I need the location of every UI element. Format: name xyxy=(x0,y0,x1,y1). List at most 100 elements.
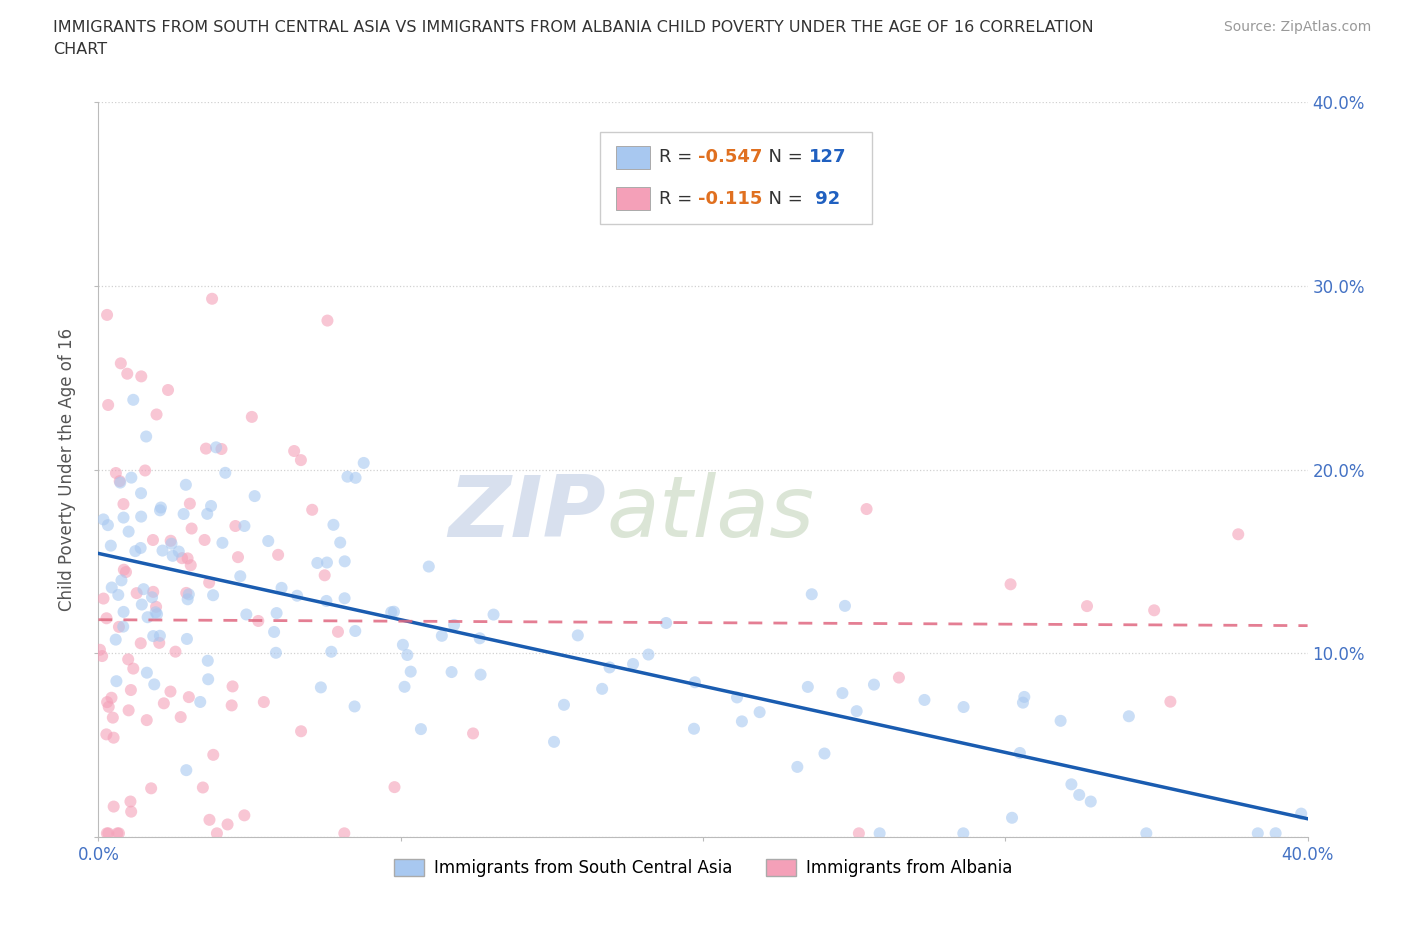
Point xyxy=(129,540,152,555)
Point xyxy=(599,660,621,675)
Point xyxy=(141,781,163,796)
Point xyxy=(188,695,211,710)
Point xyxy=(105,673,128,688)
Point xyxy=(89,643,111,658)
Point xyxy=(831,685,853,700)
Point xyxy=(135,712,157,727)
Point xyxy=(107,588,129,603)
Point xyxy=(326,624,349,639)
FancyBboxPatch shape xyxy=(616,187,650,210)
Point xyxy=(800,587,823,602)
Point xyxy=(683,722,706,737)
Point xyxy=(198,813,221,828)
Point xyxy=(1049,713,1071,728)
Point xyxy=(103,799,125,814)
Point xyxy=(263,625,285,640)
Point xyxy=(205,826,228,841)
Point xyxy=(159,533,181,548)
Point xyxy=(285,589,308,604)
Point xyxy=(97,826,120,841)
Point xyxy=(194,441,217,456)
Point xyxy=(591,682,613,697)
Text: CHART: CHART xyxy=(53,42,107,57)
Point xyxy=(233,519,256,534)
Point xyxy=(110,573,132,588)
Point xyxy=(143,677,166,692)
Point xyxy=(120,471,142,485)
Point xyxy=(264,645,287,660)
Point xyxy=(235,607,257,622)
Point xyxy=(101,711,124,725)
Point xyxy=(176,763,198,777)
Point xyxy=(233,808,256,823)
Point xyxy=(152,543,174,558)
Text: atlas: atlas xyxy=(606,472,814,555)
Point xyxy=(637,647,659,662)
Text: -0.547: -0.547 xyxy=(699,149,762,166)
Point xyxy=(382,604,405,619)
Point xyxy=(125,586,148,601)
Point xyxy=(145,604,167,619)
Point xyxy=(240,409,263,424)
Point xyxy=(145,599,167,614)
Point xyxy=(1069,788,1091,803)
Point xyxy=(173,507,195,522)
Point xyxy=(301,502,323,517)
Point xyxy=(731,714,754,729)
Point xyxy=(96,826,118,841)
Point xyxy=(120,804,142,819)
Point xyxy=(1060,777,1083,791)
Point xyxy=(195,507,218,522)
Point xyxy=(112,497,135,512)
Point xyxy=(135,665,157,680)
Point xyxy=(543,735,565,750)
Point xyxy=(198,575,221,590)
Point xyxy=(1118,709,1140,724)
Point xyxy=(322,517,344,532)
Y-axis label: Child Poverty Under the Age of 16: Child Poverty Under the Age of 16 xyxy=(58,328,76,611)
Point xyxy=(176,591,198,606)
Point xyxy=(226,550,249,565)
Point xyxy=(1247,826,1270,841)
Point xyxy=(443,618,465,632)
Point xyxy=(108,619,131,634)
Text: N =: N = xyxy=(758,149,808,166)
Point xyxy=(1264,826,1286,841)
Point xyxy=(266,605,288,620)
Point xyxy=(108,473,131,488)
Point xyxy=(104,466,127,481)
Legend: Immigrants from South Central Asia, Immigrants from Albania: Immigrants from South Central Asia, Immi… xyxy=(387,852,1019,883)
Point xyxy=(108,826,131,841)
FancyBboxPatch shape xyxy=(616,146,650,169)
Point xyxy=(621,657,644,671)
Point xyxy=(1008,746,1031,761)
Point xyxy=(229,569,252,584)
Text: ZIP: ZIP xyxy=(449,472,606,555)
Point xyxy=(97,699,120,714)
Point xyxy=(93,591,115,606)
Point xyxy=(307,555,329,570)
Point xyxy=(141,590,163,604)
Point xyxy=(333,554,356,569)
Text: R =: R = xyxy=(659,149,699,166)
Point xyxy=(142,584,165,599)
Point xyxy=(683,675,706,690)
Point xyxy=(104,632,127,647)
Point xyxy=(165,644,187,659)
Point xyxy=(129,636,152,651)
Point xyxy=(160,537,183,551)
Point xyxy=(214,465,236,480)
Point xyxy=(201,291,224,306)
Point xyxy=(197,671,219,686)
Point xyxy=(159,684,181,699)
Point xyxy=(333,591,356,605)
Point xyxy=(202,748,225,763)
Point xyxy=(191,780,214,795)
Point xyxy=(117,703,139,718)
Point xyxy=(96,611,118,626)
Point xyxy=(257,534,280,549)
Point xyxy=(655,616,678,631)
Point xyxy=(177,587,200,602)
Point xyxy=(100,580,122,595)
Point xyxy=(314,568,336,583)
